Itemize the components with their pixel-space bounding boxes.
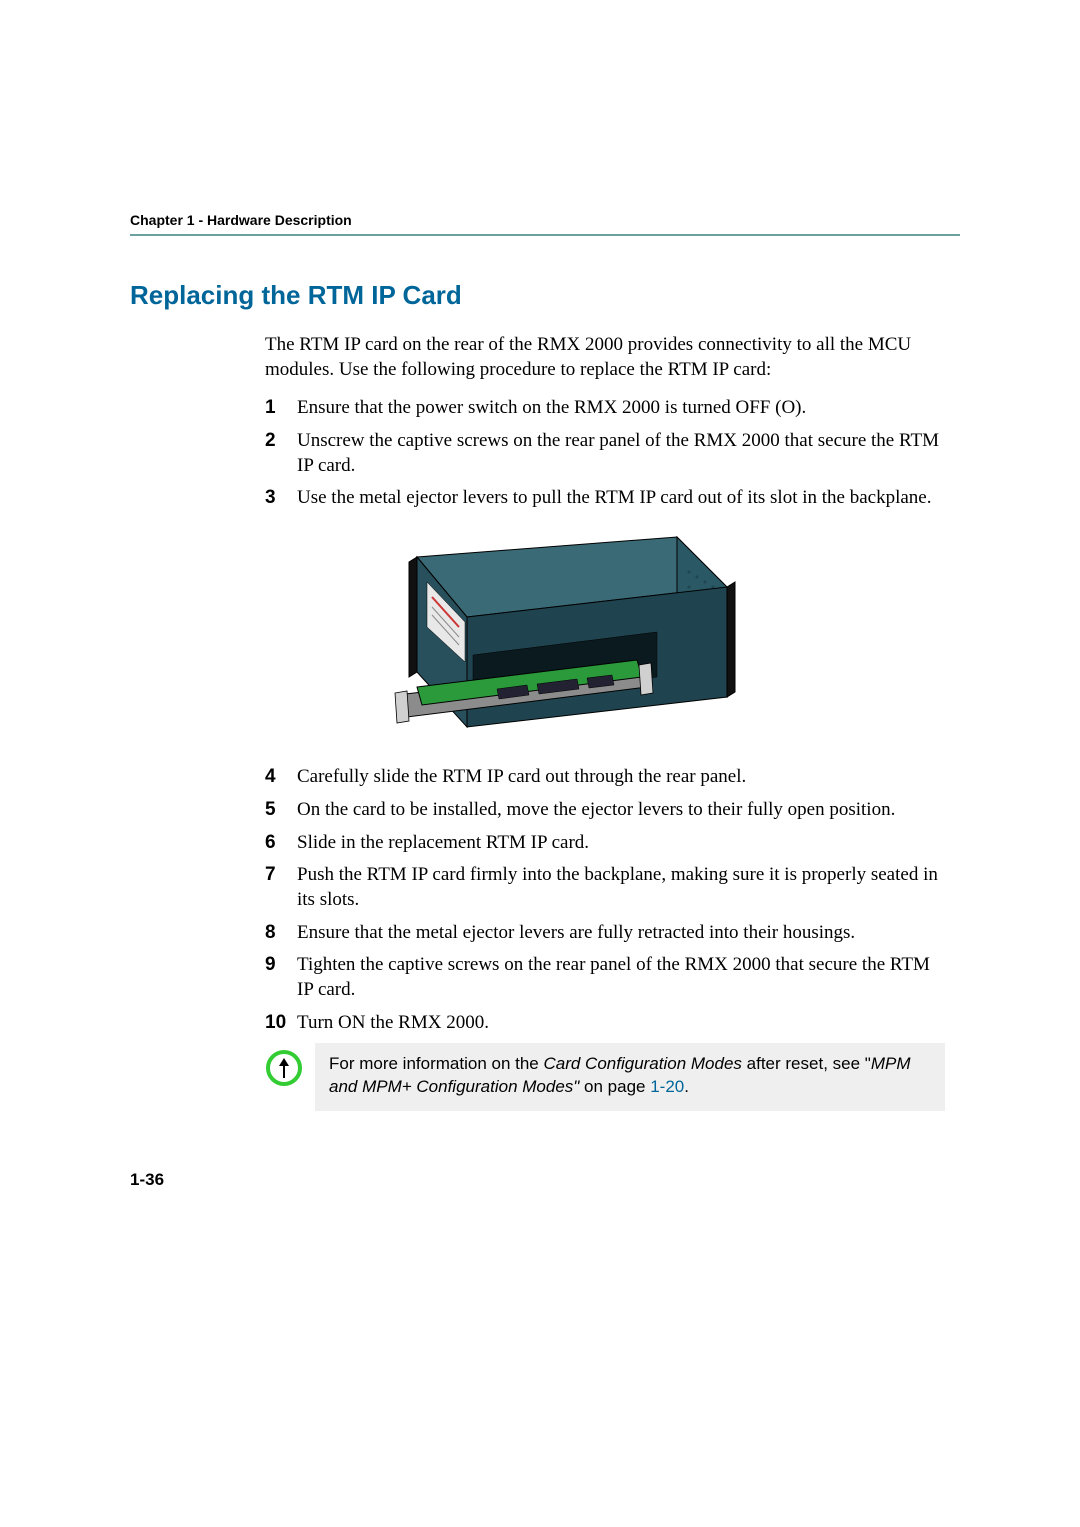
chapter-header: Chapter 1 - Hardware Description	[130, 212, 960, 236]
steps-list-bottom: 4Carefully slide the RTM IP card out thr…	[265, 765, 945, 1035]
step-number: 3	[265, 486, 297, 511]
step-item: 2Unscrew the captive screws on the rear …	[265, 429, 945, 478]
info-note-text: For more information on the Card Configu…	[315, 1043, 945, 1111]
step-number: 7	[265, 863, 297, 912]
intro-paragraph: The RTM IP card on the rear of the RMX 2…	[265, 333, 945, 382]
note-prefix: For more information on the	[329, 1054, 543, 1073]
body-content: The RTM IP card on the rear of the RMX 2…	[265, 333, 945, 1111]
note-mid: after reset, see "	[742, 1054, 871, 1073]
note-suffix: on page	[579, 1077, 650, 1096]
note-period: .	[684, 1077, 689, 1096]
step-item: 5On the card to be installed, move the e…	[265, 798, 945, 823]
step-number: 2	[265, 429, 297, 478]
note-italic-1: Card Configuration Modes	[543, 1054, 741, 1073]
step-text: Use the metal ejector levers to pull the…	[297, 486, 945, 511]
info-icon	[265, 1049, 303, 1087]
step-item: 8Ensure that the metal ejector levers ar…	[265, 921, 945, 946]
step-text: Ensure that the power switch on the RMX …	[297, 396, 945, 421]
step-item: 1Ensure that the power switch on the RMX…	[265, 396, 945, 421]
rmx-chassis-figure	[297, 527, 757, 747]
step-text: Turn ON the RMX 2000.	[297, 1011, 945, 1036]
step-item: 10Turn ON the RMX 2000.	[265, 1011, 945, 1036]
step-number: 10	[265, 1011, 297, 1036]
step-text: Ensure that the metal ejector levers are…	[297, 921, 945, 946]
info-note: For more information on the Card Configu…	[265, 1043, 945, 1111]
step-number: 1	[265, 396, 297, 421]
section-title: Replacing the RTM IP Card	[130, 280, 960, 311]
step-item: 7Push the RTM IP card firmly into the ba…	[265, 863, 945, 912]
step-item: 6Slide in the replacement RTM IP card.	[265, 831, 945, 856]
step-text: Carefully slide the RTM IP card out thro…	[297, 765, 945, 790]
step-text: Tighten the captive screws on the rear p…	[297, 953, 945, 1002]
step-item: 4Carefully slide the RTM IP card out thr…	[265, 765, 945, 790]
step-number: 4	[265, 765, 297, 790]
steps-list-top: 1Ensure that the power switch on the RMX…	[265, 396, 945, 511]
step-item: 9Tighten the captive screws on the rear …	[265, 953, 945, 1002]
step-number: 9	[265, 953, 297, 1002]
step-text: Push the RTM IP card firmly into the bac…	[297, 863, 945, 912]
step-text: Slide in the replacement RTM IP card.	[297, 831, 945, 856]
step-text: On the card to be installed, move the ej…	[297, 798, 945, 823]
note-page-link[interactable]: 1-20	[650, 1077, 684, 1096]
step-number: 5	[265, 798, 297, 823]
page-number: 1-36	[130, 1170, 164, 1190]
step-text: Unscrew the captive screws on the rear p…	[297, 429, 945, 478]
step-number: 8	[265, 921, 297, 946]
step-item: 3Use the metal ejector levers to pull th…	[265, 486, 945, 511]
step-number: 6	[265, 831, 297, 856]
